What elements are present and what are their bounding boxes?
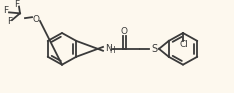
Text: O: O xyxy=(121,27,128,36)
Text: F: F xyxy=(7,17,13,27)
Text: N: N xyxy=(105,44,111,53)
Text: S: S xyxy=(151,44,157,54)
Text: Cl: Cl xyxy=(179,40,188,49)
Text: H: H xyxy=(110,46,115,55)
Text: O: O xyxy=(33,15,40,24)
Text: F: F xyxy=(15,0,20,9)
Text: F: F xyxy=(4,6,9,15)
